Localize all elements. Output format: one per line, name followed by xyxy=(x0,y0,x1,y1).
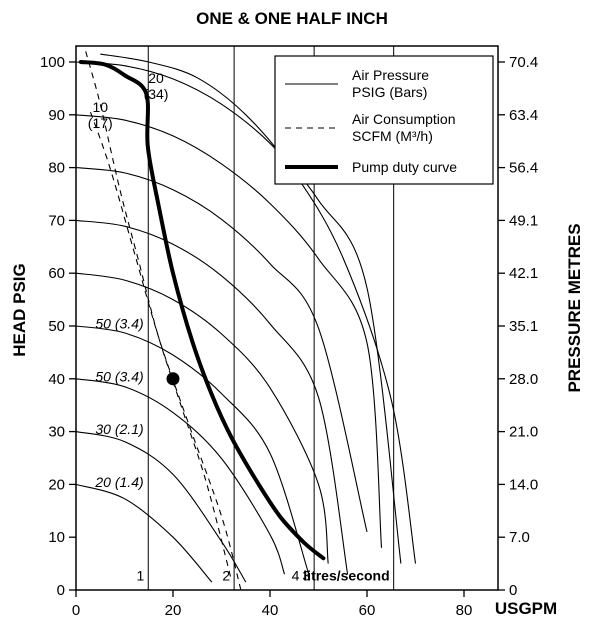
y-tick-label: 80 xyxy=(48,160,65,177)
y-tick-label: 70 xyxy=(48,212,65,229)
air-pressure-curve xyxy=(75,378,286,575)
legend: Air Pressure PSIG (Bars) Air Consumption… xyxy=(274,55,494,185)
air-consumption-curve xyxy=(85,51,232,580)
y2-tick-label: 28.0 xyxy=(509,371,538,388)
y2-tick-label: 35.1 xyxy=(509,318,538,335)
chart-title: ONE & ONE HALF INCH xyxy=(196,9,388,28)
curve-label: 20 (1.4) xyxy=(94,474,143,490)
curve-label: 10 xyxy=(92,99,108,115)
y-tick-label: 30 xyxy=(48,424,65,441)
y2-tick-label: 42.1 xyxy=(509,265,538,282)
flow-marker-number: 4 xyxy=(292,567,300,583)
flow-marker-label: 4 litres/second xyxy=(292,567,390,583)
flow-marker-label: 2 xyxy=(222,567,230,583)
curve-label-sub: (17) xyxy=(88,115,113,131)
y2-tick-label: 14.0 xyxy=(509,476,538,493)
y-tick-label: 100 xyxy=(40,54,65,71)
x-axis-label: USGPM xyxy=(495,599,557,618)
x-tick-label: 0 xyxy=(72,602,80,619)
air-pressure-curve xyxy=(75,325,310,575)
legend-label-air-pressure: Air Pressure xyxy=(352,67,429,83)
operating-point xyxy=(166,372,180,386)
flow-unit-label: litres/second xyxy=(299,567,389,583)
curve-label: 50 (3.4) xyxy=(95,316,143,332)
pump-duty-curve xyxy=(78,60,326,561)
y2-tick-label: 70.4 xyxy=(509,54,538,71)
y2-tick-label: 49.1 xyxy=(509,212,538,229)
x-tick-label: 40 xyxy=(262,602,279,619)
y-axis-label-left: HEAD PSIG xyxy=(10,263,29,357)
air-pressure-curve xyxy=(75,431,247,583)
y-tick-label: 50 xyxy=(48,318,65,335)
y-axis-label-right: PRESSURE METRES xyxy=(565,223,584,392)
y-tick-label: 60 xyxy=(48,265,65,282)
legend-label-air-consumption: Air Consumption xyxy=(352,111,456,127)
legend-label-air-consumption-units: SCFM (M³/h) xyxy=(352,128,433,144)
x-tick-label: 20 xyxy=(165,602,182,619)
y2-tick-label: 63.4 xyxy=(509,107,538,124)
curve-label: 50 (3.4) xyxy=(95,368,143,384)
y2-tick-label: 56.4 xyxy=(509,160,538,177)
y2-tick-label: 0 xyxy=(509,582,517,599)
x-tick-label: 80 xyxy=(456,602,473,619)
y2-tick-label: 7.0 xyxy=(509,529,530,546)
curve-label-sub: (34) xyxy=(144,86,169,102)
flow-marker-label: 3 xyxy=(302,567,310,583)
y-tick-label: 10 xyxy=(48,529,65,546)
legend-label-air-pressure-units: PSIG (Bars) xyxy=(352,84,427,100)
air-pressure-curve xyxy=(75,219,349,575)
air-pressure-curve xyxy=(75,483,213,583)
plot-frame xyxy=(75,45,499,591)
legend-label-pump-duty: Pump duty curve xyxy=(352,159,457,175)
y-tick-label: 20 xyxy=(48,476,65,493)
y-tick-label: 40 xyxy=(48,371,65,388)
air-pressure-curve xyxy=(75,167,368,533)
flow-marker-label: 1 xyxy=(136,567,144,583)
y-tick-label: 0 xyxy=(57,582,65,599)
legend-box xyxy=(274,55,494,185)
curve-label: 30 (2.1) xyxy=(95,421,143,437)
air-pressure-curve xyxy=(75,272,329,564)
curve-label: 20 xyxy=(148,70,164,86)
air-pressure-curve xyxy=(75,114,383,548)
x-tick-label: 60 xyxy=(359,602,376,619)
air-consumption-curve xyxy=(89,112,242,591)
y-tick-label: 90 xyxy=(48,107,65,124)
y2-tick-label: 21.0 xyxy=(509,424,538,441)
